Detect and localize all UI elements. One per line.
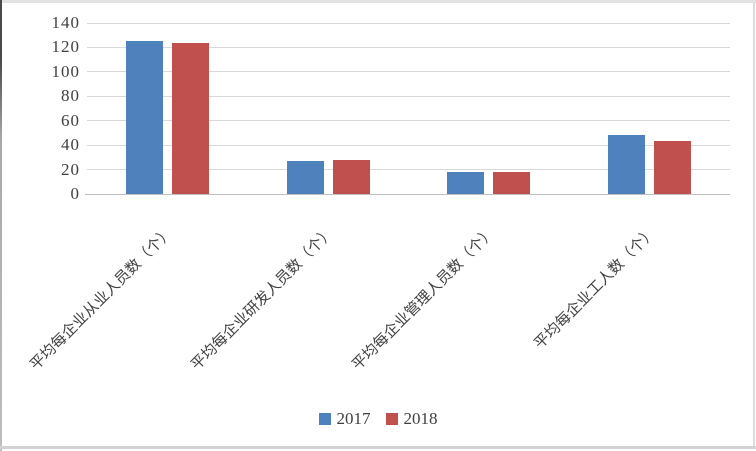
chart-legend: 2017 2018 (0, 409, 756, 429)
legend-item-2018: 2018 (385, 409, 438, 429)
bar-2017-category-4 (608, 135, 646, 194)
gridline-y-140 (87, 22, 730, 24)
y-tick-label-120: 120 (51, 37, 80, 57)
screenshot-right-edge (753, 3, 755, 446)
gridline-y-120 (87, 46, 730, 48)
y-tick-label-80: 80 (61, 86, 80, 106)
screenshot-bottom-edge (0, 446, 756, 449)
bar-2018-category-4 (654, 141, 692, 194)
x-category-label-3: 平均每企业管理人员数（个） (349, 224, 499, 374)
gridline-y-100 (87, 71, 730, 73)
bar-2018-category-3 (493, 172, 531, 194)
bar-2018-category-1 (171, 42, 209, 194)
y-tick-label-0: 0 (70, 184, 80, 203)
bar-2017-category-3 (447, 172, 485, 194)
legend-label-2017: 2017 (336, 409, 371, 428)
bar-2017-category-2 (286, 161, 324, 194)
screenshot-top-edge (0, 0, 756, 3)
gridline-y-80 (87, 95, 730, 97)
gridline-y-40 (87, 144, 730, 146)
x-category-label-1: 平均每企业从业人员数（个） (27, 224, 178, 374)
legend-item-2017: 2017 (318, 409, 371, 429)
x-category-label-2: 平均每企业研发人员数（个） (188, 224, 338, 374)
x-axis-line (85, 193, 730, 195)
bar-2018-category-2 (332, 159, 370, 194)
y-tick-label-140: 140 (51, 13, 80, 32)
y-tick-label-100: 100 (51, 61, 80, 81)
y-tick-label-20: 20 (61, 159, 80, 179)
legend-label-2018: 2018 (403, 409, 438, 428)
legend-swatch-2017 (318, 413, 331, 425)
y-tick-label-40: 40 (61, 135, 80, 155)
screenshot-left-edge (0, 0, 2, 451)
x-category-label-4: 平均每企业工人数（个） (531, 224, 660, 353)
gridline-y-20 (87, 169, 730, 171)
bar-2017-category-1 (125, 41, 163, 194)
legend-swatch-2018 (385, 413, 398, 425)
gridline-y-60 (87, 120, 730, 122)
y-tick-label-60: 60 (61, 110, 80, 130)
